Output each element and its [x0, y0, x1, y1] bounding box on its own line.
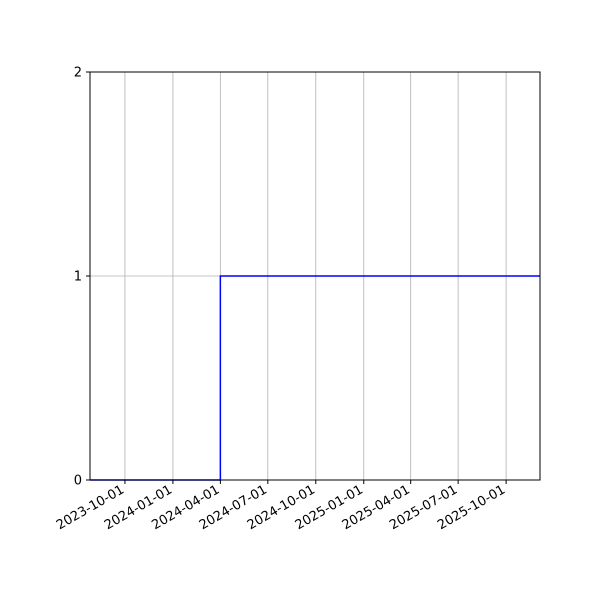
series-line: [90, 275, 540, 481]
y-tick-label: 2: [74, 66, 82, 81]
y-tick-label: 1: [74, 270, 82, 285]
y-tick-label: 0: [74, 474, 82, 489]
